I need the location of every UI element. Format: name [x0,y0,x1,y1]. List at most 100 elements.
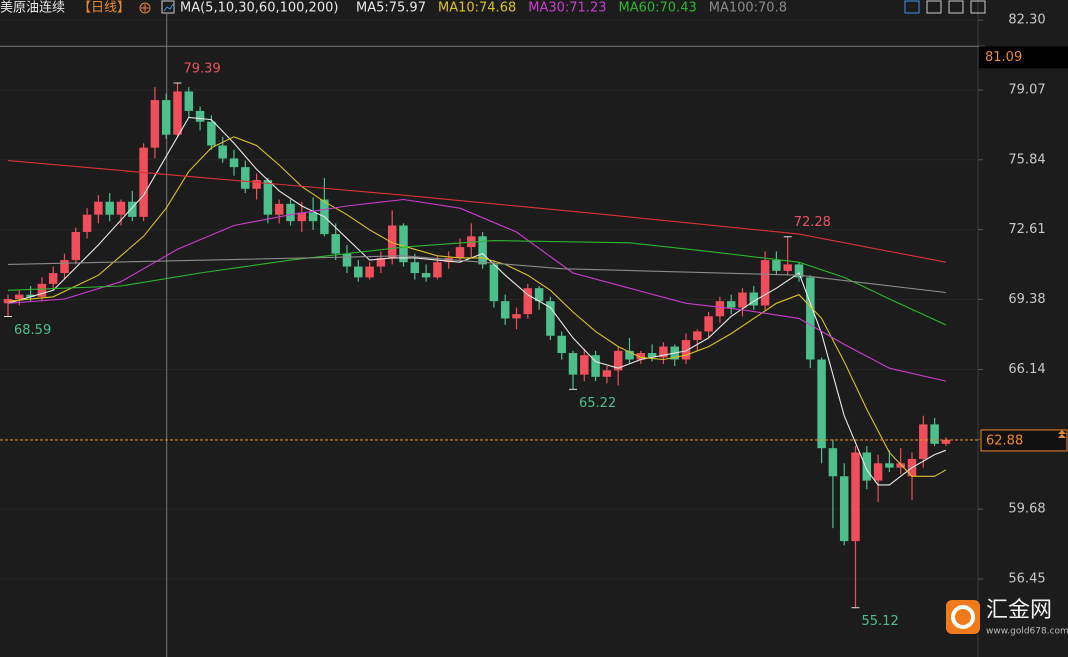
chart-title: 美原油连续 [0,0,65,16]
candle-body [365,266,374,278]
candle-body [873,463,883,481]
y-tick-label: 82.30 [1008,13,1045,28]
candle-body [738,292,747,308]
candle-body [817,359,826,449]
candle-body [568,353,578,375]
candle-body [184,91,194,111]
candle-body [613,350,623,371]
candle-body [331,234,340,254]
tool-icon[interactable] [904,0,920,14]
y-tick-label: 56.45 [1008,571,1045,586]
candle-body [930,424,939,444]
candle-body [726,301,736,308]
candle-body [218,145,227,159]
candle-body [693,331,702,341]
legend-entry: MA10:74.68 [438,1,516,16]
annotation-label: 65.22 [579,396,616,411]
y-tick-label: 72.61 [1008,222,1045,237]
candle-body [681,340,691,360]
toolbar [904,0,986,14]
y-tick-label: 59.68 [1008,502,1045,517]
y-tick-label: 79.07 [1008,82,1045,97]
candle-body [241,167,250,189]
candle-body [433,262,442,278]
candle-body [478,236,487,265]
candle-body [896,463,905,468]
candle-body [308,212,318,222]
candle-body [602,370,612,377]
candle-body [851,452,860,542]
last-price-box [980,429,1068,452]
candle-body [523,288,533,315]
candle-body [399,225,408,263]
candle-body [116,201,126,215]
candle-body [26,294,35,297]
candle-body [715,301,725,317]
y-tick-label: 75.84 [1008,152,1045,167]
candle-body [128,201,137,217]
tool-icon[interactable] [970,0,986,14]
tool-icon[interactable] [926,0,942,14]
candle-body [512,314,521,319]
candle-body [546,301,555,336]
candle-body [591,355,600,377]
candle-body [139,147,148,217]
candle-body [625,350,634,360]
settings-icon[interactable] [161,0,175,14]
candle-body [919,424,928,459]
annotation-label: 72.28 [794,215,831,230]
candle-body [534,288,544,302]
period-label: 【日线】 [78,1,130,16]
legend-entry: MA30:71.23 [528,1,606,16]
candle-body [455,247,465,258]
candle-body [772,260,781,271]
candle-body [71,231,81,261]
annotation-label: 68.59 [14,323,51,338]
watermark: 汇金网 www.gold678.com [946,598,1068,637]
candle-body [444,257,453,263]
candle-body [760,260,770,306]
candle-body [161,100,171,135]
candle-body [806,277,815,360]
ma-label: MA(5,10,30,60,100,200) [180,1,338,16]
candle-body [37,283,47,297]
legend-entry: MA100:70.8 [709,1,787,16]
candle-body [342,253,352,267]
candle-body [839,476,849,542]
candle-body [252,180,261,189]
add-icon-circle [139,2,151,14]
watermark-url: www.gold678.com [986,627,1068,637]
tool-icon[interactable] [948,0,964,14]
candle-body [263,180,273,215]
candle-body [659,346,668,358]
candle-body [783,264,792,271]
candle-body [489,264,499,302]
candle-body [421,273,431,278]
settings-icon-glyph [163,3,174,12]
watermark-logo-mark [951,605,975,629]
candle-body [48,273,58,284]
candle-body [647,353,657,358]
candle-body [885,463,894,468]
last-price-arrow [1058,429,1066,438]
candle-body [636,353,646,360]
y-tick-label: 66.14 [1008,362,1045,377]
legend-entry: MA60:70.43 [618,1,696,16]
ma-line [7,255,946,294]
ma-line [7,116,947,486]
candle-body [195,110,205,122]
candle-body [94,201,103,215]
add-icon[interactable] [139,2,151,14]
watermark-logo [946,600,980,634]
candle-body [557,335,566,354]
candle-body [410,262,420,274]
ma-line [7,160,947,263]
annotation-label: 79.39 [184,62,221,77]
candle-body [704,316,713,332]
add-icon-plus [141,4,149,12]
candle-body [500,301,510,319]
candle-body [286,203,295,222]
candle-body [376,257,386,267]
candle-body [82,214,92,232]
